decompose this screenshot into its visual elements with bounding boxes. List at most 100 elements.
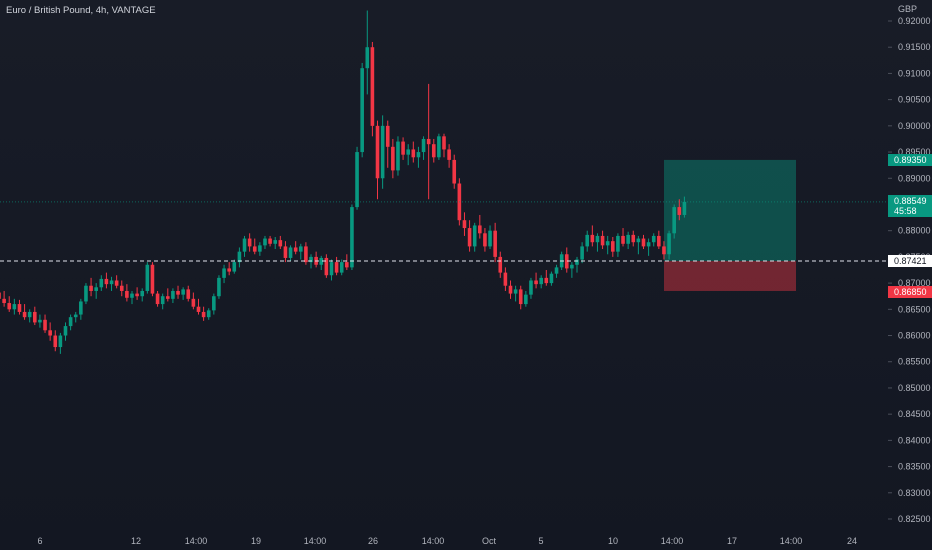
- time-axis[interactable]: 6 12 14:00 19 14:00 26 14:00 Oct 5 10 14:00 17 14:00…: [37, 536, 857, 546]
- y-tick-label: 0.82500: [898, 514, 931, 524]
- candle: [191, 292, 196, 310]
- y-tick-label: 0.88000: [898, 226, 931, 236]
- candle: [232, 259, 237, 274]
- candle: [529, 277, 533, 299]
- y-tick-label: 0.91500: [898, 42, 931, 52]
- candle: [508, 280, 513, 299]
- candle: [298, 243, 303, 260]
- candle-body: [38, 319, 42, 323]
- take-profit-price: 0.89350: [894, 155, 927, 165]
- candle: [314, 251, 318, 268]
- candle-body: [201, 311, 206, 318]
- candle: [611, 236, 615, 257]
- candle-body: [298, 246, 303, 252]
- candle: [462, 212, 467, 236]
- candle-body: [345, 262, 349, 268]
- candle: [426, 83, 431, 200]
- candle: [626, 231, 630, 250]
- candle: [27, 309, 32, 323]
- candle: [483, 228, 487, 252]
- candle: [268, 235, 272, 247]
- price-axis[interactable]: 0.92000 0.91500 0.91000 0.90500 0.90000 0.895…: [888, 16, 931, 524]
- candle-body: [488, 230, 492, 247]
- candle-body: [293, 247, 298, 252]
- candle: [437, 133, 441, 160]
- candle-body: [641, 238, 646, 247]
- entry-price-badge: 0.87421: [888, 255, 932, 267]
- candle-body: [621, 235, 625, 244]
- candle: [247, 233, 252, 252]
- candle-body: [503, 272, 508, 286]
- candle-body: [580, 246, 584, 260]
- candle-body: [227, 268, 231, 272]
- candle: [165, 288, 170, 302]
- candle-body: [84, 285, 88, 302]
- candle: [406, 144, 410, 166]
- candle: [498, 251, 503, 278]
- current-price-badge: 0.88549 45:58: [888, 195, 932, 217]
- candle-body: [646, 242, 651, 247]
- candle-body: [493, 230, 497, 257]
- candle: [104, 272, 109, 289]
- candle: [73, 311, 78, 323]
- candle: [329, 259, 334, 281]
- candle-body: [309, 256, 313, 263]
- stop-loss-zone[interactable]: [664, 261, 796, 291]
- candle: [391, 138, 395, 179]
- candle: [135, 287, 139, 300]
- candle-body: [662, 246, 666, 255]
- candle-body: [125, 290, 129, 298]
- candle: [278, 235, 283, 250]
- candle: [580, 242, 584, 264]
- candle-body: [222, 268, 226, 278]
- candle: [503, 267, 508, 291]
- candle-body: [334, 262, 339, 273]
- candle-body: [7, 303, 12, 310]
- candle: [273, 236, 278, 250]
- candle: [140, 288, 145, 302]
- candle: [119, 280, 124, 297]
- candle-body: [99, 278, 104, 288]
- candle-body: [43, 319, 47, 331]
- candle-body: [478, 225, 482, 234]
- candle: [171, 288, 175, 304]
- candles: [0, 10, 687, 354]
- candle-body: [186, 289, 191, 299]
- candle-body: [304, 246, 308, 263]
- candle-body: [508, 285, 513, 294]
- candle-body: [160, 296, 165, 305]
- candle: [616, 233, 620, 257]
- candle: [590, 225, 595, 247]
- candle-body: [268, 238, 272, 244]
- candle-body: [27, 311, 32, 318]
- candle-body: [401, 141, 405, 155]
- candle: [370, 41, 375, 137]
- candle-body: [370, 47, 375, 126]
- candle: [114, 275, 119, 289]
- candle-body: [155, 293, 160, 305]
- candle: [150, 262, 155, 297]
- x-tick-label: 17: [727, 536, 737, 546]
- candle: [636, 235, 641, 255]
- candle-body: [258, 245, 262, 252]
- candle-body: [416, 152, 421, 158]
- candle: [385, 120, 390, 168]
- candle: [488, 225, 492, 250]
- candle: [544, 270, 549, 286]
- candle-body: [145, 264, 150, 291]
- candle-body: [130, 293, 134, 298]
- candle-body: [375, 125, 380, 179]
- candle: [58, 332, 63, 354]
- long-position-tool[interactable]: [664, 159, 796, 291]
- x-tick-label: 10: [608, 536, 618, 546]
- candle: [217, 275, 221, 299]
- stop-loss-price-badge: 0.86850: [888, 286, 932, 298]
- y-tick-label: 0.89000: [898, 173, 931, 183]
- candle: [288, 245, 293, 262]
- candle: [478, 214, 482, 239]
- candle: [452, 154, 457, 189]
- candle-body: [611, 241, 615, 252]
- candle: [380, 115, 385, 189]
- candle: [585, 230, 590, 252]
